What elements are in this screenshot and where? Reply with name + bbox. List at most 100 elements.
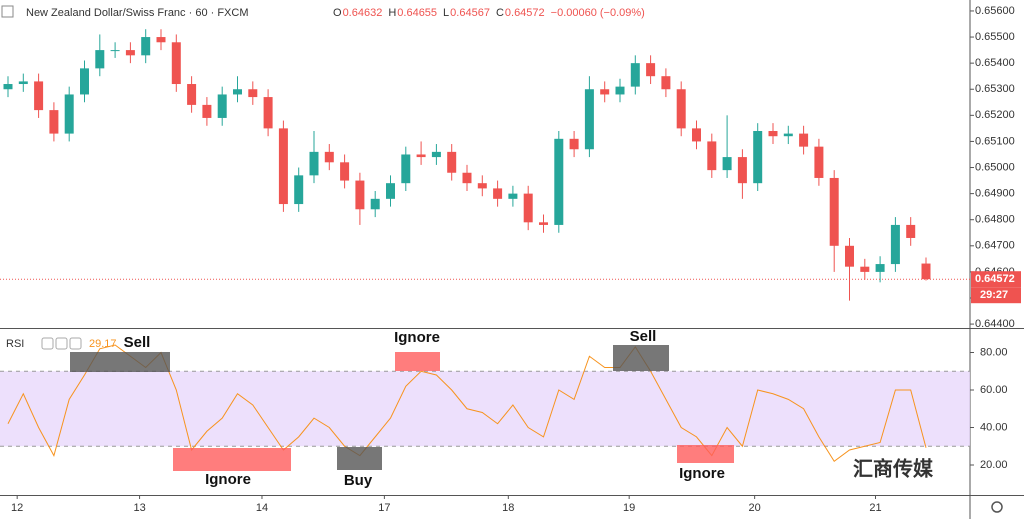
- annotation-label: Buy: [344, 472, 373, 489]
- candle-body: [416, 154, 426, 158]
- ohlc-prefix: H: [388, 7, 396, 19]
- x-tick-label: 14: [256, 502, 268, 514]
- candle-body: [661, 76, 671, 90]
- countdown-box: [971, 287, 1021, 304]
- candle-body: [676, 89, 686, 129]
- candle-body: [248, 89, 258, 98]
- candle-body: [569, 138, 579, 150]
- x-tick-label: 19: [623, 502, 635, 514]
- candle-body: [80, 68, 89, 95]
- y-tick-label: 20.00: [980, 459, 1008, 471]
- x-tick-label: 17: [378, 502, 390, 514]
- y-tick-label: 0.65600: [975, 5, 1015, 17]
- candle-body: [783, 133, 793, 137]
- candle-body: [447, 151, 457, 173]
- pane-title: RSI: [6, 338, 24, 350]
- candle-body: [386, 183, 395, 199]
- annotation-box: [613, 345, 669, 371]
- ohlc-value: 0.64655: [397, 7, 437, 19]
- candle-body: [294, 175, 304, 205]
- candle-body: [722, 157, 732, 171]
- y-tick-label: 0.65500: [975, 31, 1015, 43]
- pane-icon: [55, 337, 68, 350]
- candle-body: [615, 86, 625, 95]
- candle-body: [95, 50, 105, 69]
- candle-body: [309, 151, 319, 176]
- candle-body: [156, 37, 166, 43]
- candle-body: [692, 128, 701, 142]
- candle-body: [508, 193, 518, 199]
- candle-body: [370, 198, 380, 210]
- ohlc-value: 0.64572: [505, 7, 545, 19]
- ohlc-prefix: C: [496, 7, 504, 19]
- annotation-box: [395, 352, 440, 371]
- annotation-label: Sell: [630, 328, 657, 345]
- candle-body: [278, 128, 288, 205]
- candle-body: [829, 177, 839, 246]
- x-tick-label: 20: [749, 502, 761, 514]
- candle-body: [324, 151, 334, 163]
- candle-body: [49, 110, 59, 134]
- candle-body: [462, 172, 472, 184]
- annotation-box: [337, 447, 382, 470]
- watermark: 汇商传媒: [853, 457, 934, 481]
- candle-body: [737, 157, 747, 184]
- rsi-band: [0, 371, 970, 447]
- candle-body: [355, 180, 365, 210]
- rsi-last-value: 29.17: [89, 338, 117, 350]
- y-tick-label: 0.64400: [975, 318, 1015, 330]
- candle-body: [630, 63, 640, 87]
- candle-body: [171, 42, 181, 85]
- candle-body: [906, 224, 916, 238]
- candle-body: [34, 81, 44, 111]
- candle-body: [890, 224, 900, 265]
- y-tick-label: 0.65400: [975, 57, 1015, 69]
- candle-body: [217, 94, 227, 118]
- y-tick-label: 0.65000: [975, 161, 1015, 173]
- y-tick-label: 0.65100: [975, 135, 1015, 147]
- annotation-box: [70, 352, 170, 372]
- annotation-box: [677, 445, 734, 463]
- ohlc-value: 0.64632: [343, 7, 383, 19]
- last-price-box: [971, 271, 1021, 288]
- candle-body: [110, 50, 120, 52]
- x-tick-label: 18: [502, 502, 514, 514]
- candle-body: [141, 37, 151, 56]
- candle-body: [584, 89, 594, 150]
- candle-body: [125, 50, 135, 56]
- ohlc-value: 0.64567: [450, 7, 490, 19]
- settings-icon: [991, 501, 1003, 513]
- pane-icon: [69, 337, 82, 350]
- annotation-label: Ignore: [679, 465, 725, 482]
- candle-body: [202, 104, 212, 118]
- candle-body: [340, 162, 350, 181]
- layer: 0.644000.645000.646000.647000.648000.649…: [0, 5, 1021, 514]
- y-tick-label: 0.64700: [975, 240, 1015, 252]
- collapse-icon[interactable]: [1, 5, 14, 18]
- ohlc-prefix: O: [333, 7, 342, 19]
- candle-body: [646, 63, 656, 77]
- x-tick-label: 21: [869, 502, 881, 514]
- price-change: −0.00060 (−0.09%): [551, 7, 645, 19]
- annotation-box: [173, 448, 291, 471]
- y-tick-label: 60.00: [980, 384, 1008, 396]
- candle-body: [401, 154, 411, 184]
- annotation-label: Sell: [124, 334, 151, 351]
- candle-body: [477, 183, 487, 189]
- candle-body: [263, 97, 273, 129]
- y-tick-label: 0.65300: [975, 83, 1015, 95]
- countdown: 29:27: [980, 289, 1008, 301]
- candle-body: [64, 94, 74, 134]
- y-tick-label: 40.00: [980, 421, 1008, 433]
- symbol-title: New Zealand Dollar/Swiss Franc · 60 · FX…: [26, 7, 249, 19]
- candle-body: [860, 266, 870, 272]
- x-tick-label: 13: [133, 502, 145, 514]
- candle-body: [875, 264, 885, 272]
- y-tick-label: 0.65200: [975, 109, 1015, 121]
- candle-body: [707, 141, 717, 171]
- candle-body: [233, 89, 242, 95]
- x-tick-label: 12: [11, 502, 23, 514]
- candle-body: [493, 188, 503, 199]
- y-tick-label: 80.00: [980, 346, 1008, 358]
